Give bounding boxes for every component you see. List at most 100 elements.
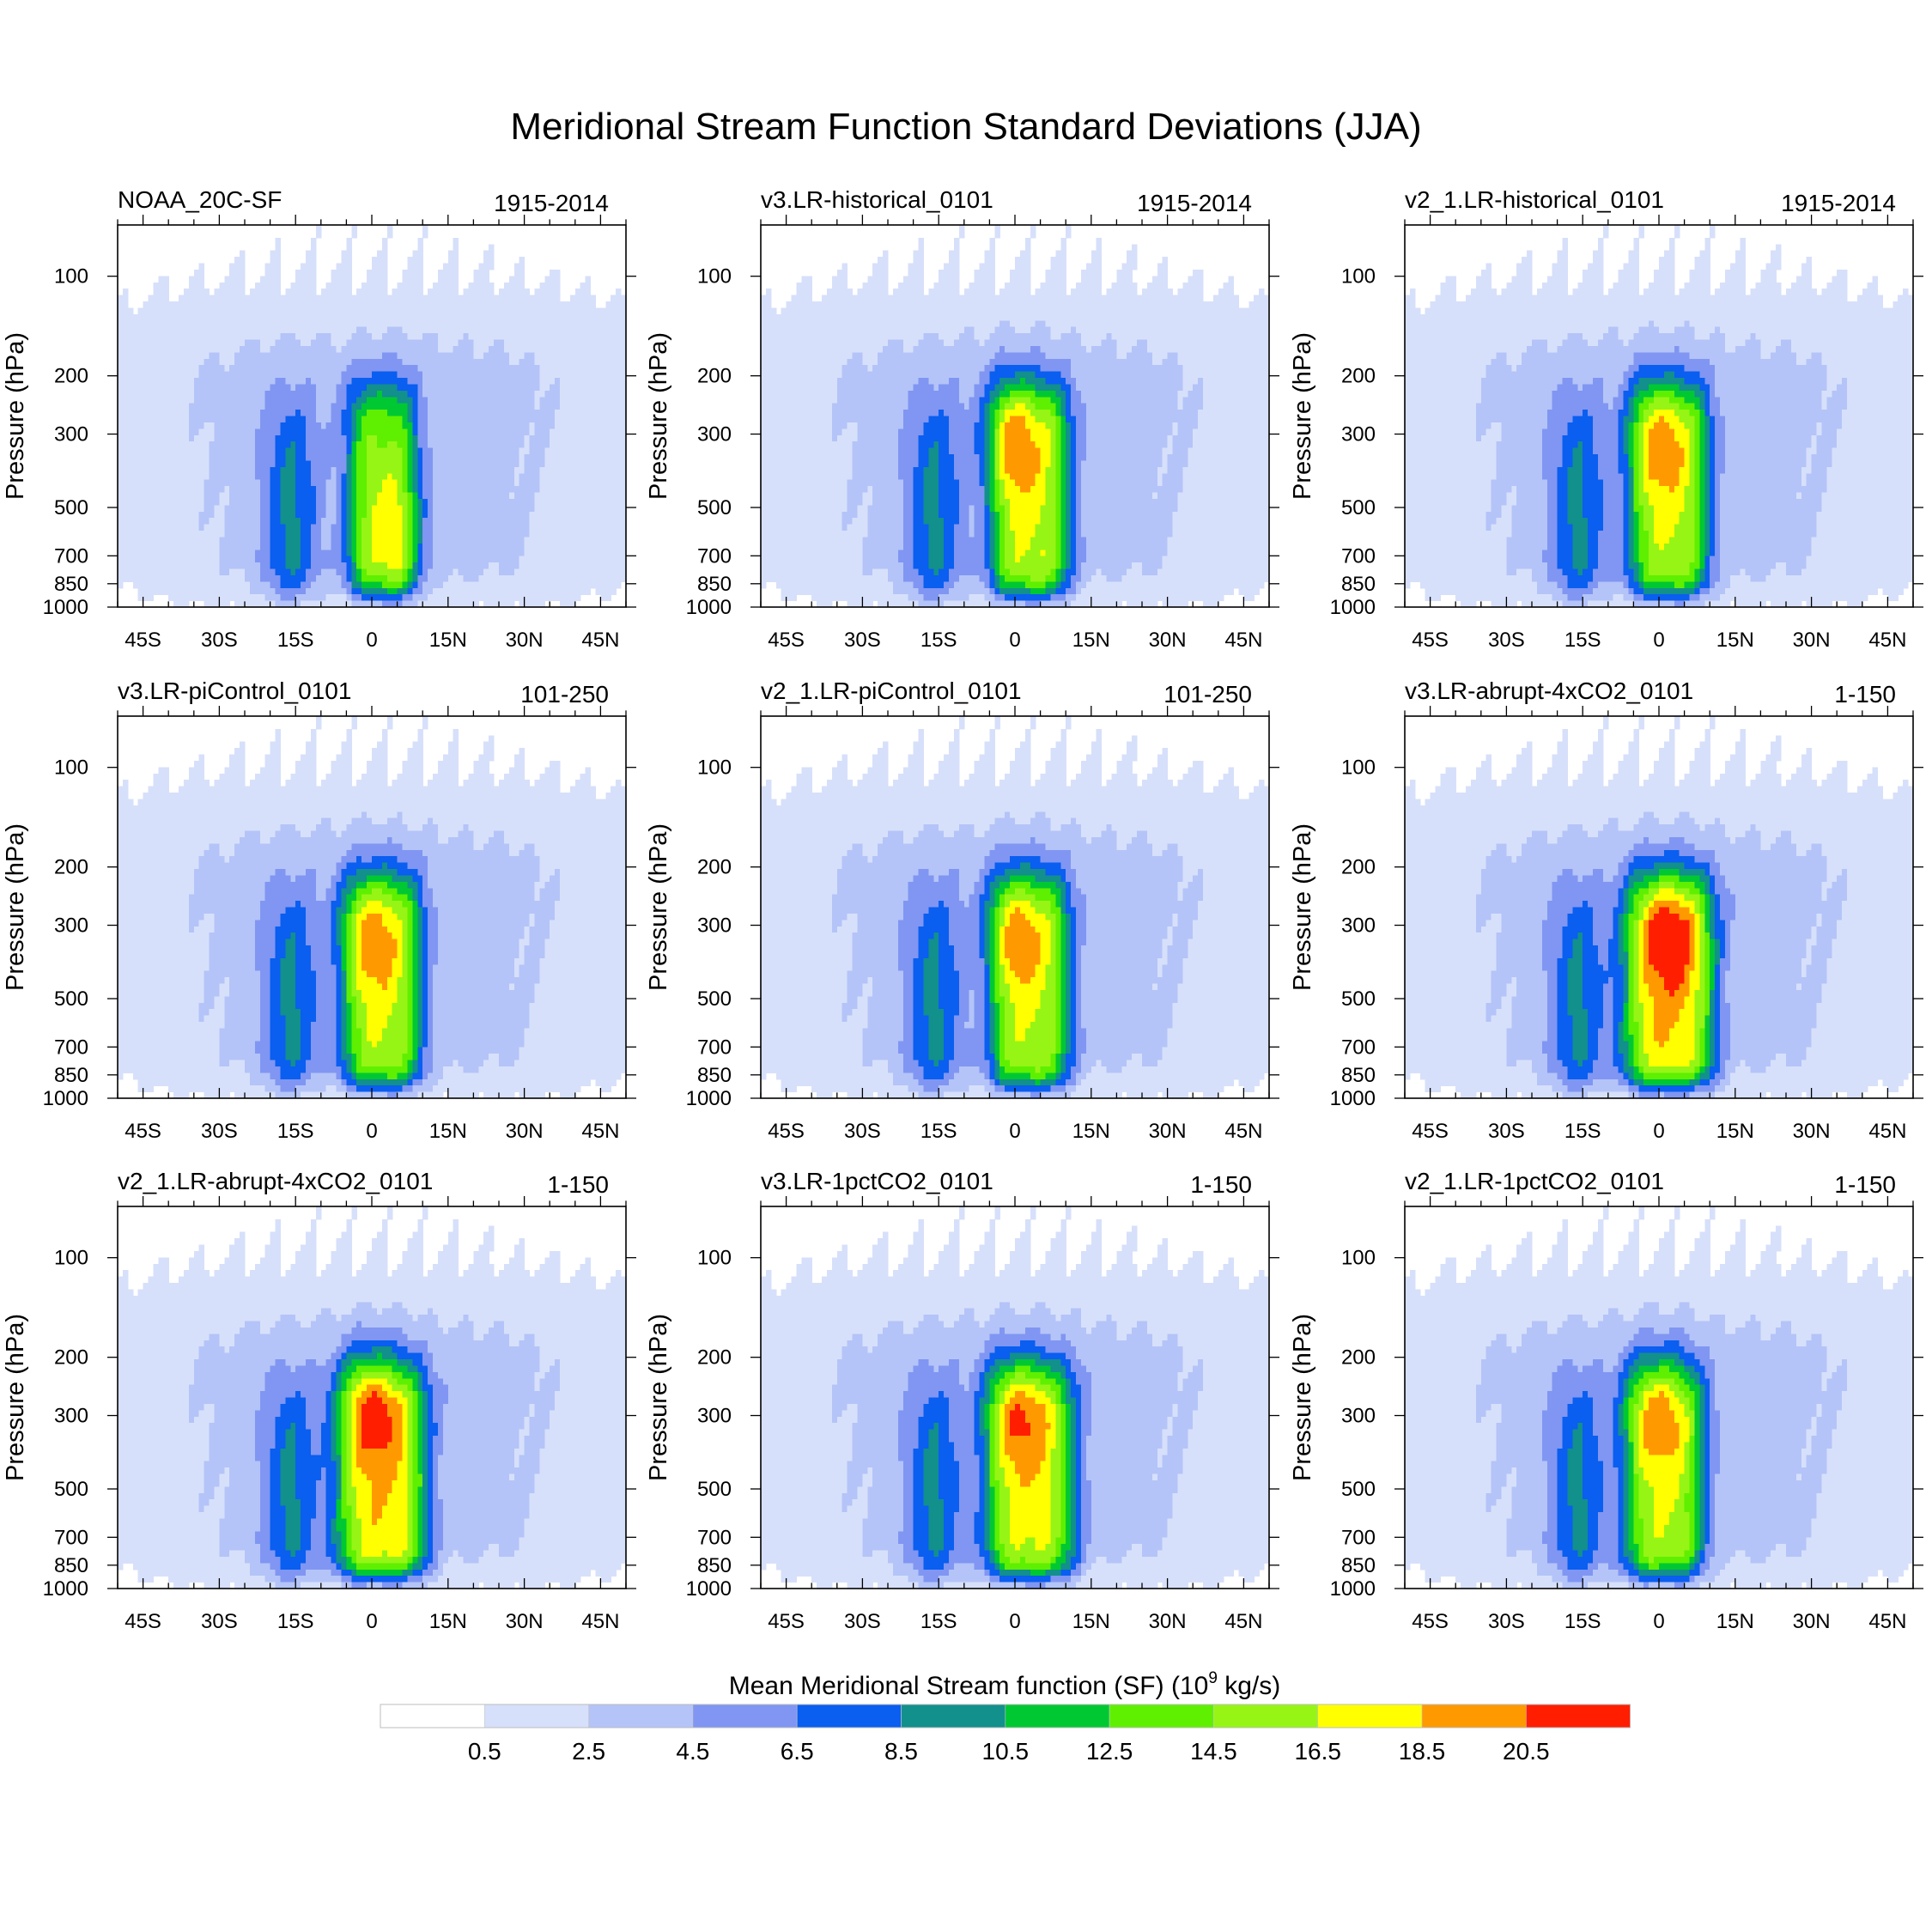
contour-cell	[611, 301, 617, 309]
contour-cell	[137, 562, 144, 570]
contour-cell	[376, 447, 383, 455]
contour-cell	[560, 390, 566, 398]
contour-cell	[473, 550, 479, 557]
contour-cell	[433, 562, 439, 570]
contour-cell	[437, 320, 444, 328]
contour-cell	[163, 460, 169, 468]
contour-cell	[376, 434, 383, 442]
contour-cell	[529, 365, 536, 373]
contour-cell	[407, 511, 413, 519]
contour-cell	[407, 428, 413, 436]
contour-cell	[503, 416, 510, 423]
contour-cell	[483, 257, 489, 264]
contour-cell	[127, 410, 134, 417]
contour-cell	[513, 556, 520, 563]
contour-cell	[600, 358, 606, 366]
contour-cell	[478, 518, 484, 526]
contour-cell	[234, 556, 240, 563]
contour-cell	[295, 498, 301, 506]
contour-cell	[574, 428, 581, 436]
contour-cell	[173, 556, 179, 563]
contour-cell	[336, 556, 343, 563]
contour-cell	[442, 473, 449, 481]
contour-cell	[219, 550, 225, 557]
contour-cell	[163, 543, 169, 550]
contour-cell	[494, 390, 500, 398]
contour-cell	[301, 524, 307, 532]
contour-cell	[447, 486, 454, 494]
contour-cell	[183, 568, 190, 576]
contour-cell	[519, 307, 526, 315]
contour-cell	[372, 518, 378, 526]
contour-cell	[229, 543, 235, 550]
contour-cell	[209, 320, 216, 328]
contour-cell	[264, 301, 271, 309]
contour-cell	[447, 326, 454, 334]
contour-cell	[376, 422, 383, 429]
contour-cell	[489, 479, 495, 487]
contour-cell	[275, 447, 282, 455]
contour-cell	[346, 384, 352, 392]
contour-cell	[270, 505, 276, 513]
contour-cell	[249, 473, 256, 481]
contour-cell	[503, 378, 510, 386]
contour-cell	[560, 403, 566, 410]
contour-cell	[320, 403, 327, 410]
contour-cell	[254, 339, 261, 347]
contour-cell	[301, 345, 307, 353]
contour-cell	[270, 581, 276, 589]
contour-cell	[341, 269, 347, 276]
contour-cell	[473, 466, 479, 474]
contour-cell	[148, 384, 155, 392]
contour-cell	[611, 581, 617, 589]
contour-cell	[285, 295, 291, 302]
contour-cell	[163, 313, 169, 321]
contour-cell	[560, 543, 566, 550]
contour-cell	[555, 282, 561, 289]
contour-cell	[478, 422, 484, 429]
contour-cell	[621, 339, 626, 347]
contour-cell	[163, 447, 169, 455]
contour-cell	[245, 345, 251, 353]
contour-cell	[611, 505, 617, 513]
contour-cell	[407, 466, 413, 474]
contour-cell	[376, 454, 383, 462]
contour-cell	[234, 378, 240, 386]
contour-cell	[513, 378, 520, 386]
contour-cell	[489, 466, 495, 474]
contour-cell	[331, 511, 337, 519]
contour-cell	[513, 479, 520, 487]
contour-cell	[209, 550, 216, 557]
contour-cell	[224, 460, 230, 468]
contour-cell	[560, 524, 566, 532]
contour-cell	[290, 410, 296, 417]
contour-cell	[240, 505, 246, 513]
contour-cell	[422, 295, 428, 302]
contour-cell	[341, 518, 347, 526]
contour-cell	[534, 587, 540, 595]
contour-cell	[234, 257, 240, 264]
contour-cell	[580, 568, 586, 576]
contour-cell	[397, 326, 404, 334]
contour-cell	[560, 518, 566, 526]
contour-cell	[478, 447, 484, 455]
contour-cell	[193, 295, 200, 302]
contour-cell	[407, 345, 413, 353]
contour-cell	[519, 537, 526, 544]
contour-cell	[585, 562, 592, 570]
contour-cell	[315, 479, 322, 487]
contour-cell	[376, 537, 383, 544]
contour-cell	[158, 498, 164, 506]
contour-cell	[392, 543, 398, 550]
contour-cell	[550, 269, 556, 276]
contour-cell	[407, 460, 413, 468]
contour-cell	[605, 352, 611, 360]
contour-cell	[295, 434, 301, 442]
contour-cell	[595, 473, 601, 481]
contour-cell	[524, 289, 531, 296]
contour-cell	[132, 371, 139, 379]
contour-cell	[143, 378, 149, 386]
contour-cell	[508, 390, 515, 398]
contour-cell	[224, 365, 230, 373]
contour-cell	[336, 358, 343, 366]
